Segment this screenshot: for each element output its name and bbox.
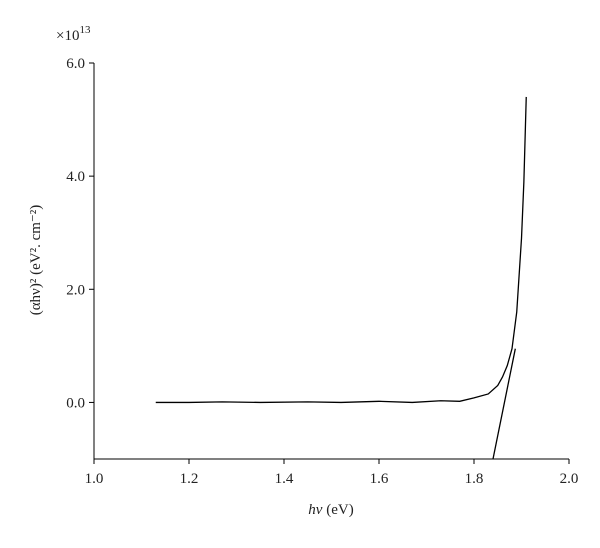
y-multiplier: ×1013 <box>56 24 91 44</box>
x-tick-label: 1.2 <box>180 471 199 487</box>
x-tick-label: 1.8 <box>465 471 484 487</box>
x-axis-label: hν (eV) <box>308 502 353 518</box>
y-tick-label: 0.0 <box>66 395 85 411</box>
data-line <box>155 96 527 404</box>
x-tick-label: 2.0 <box>560 471 579 487</box>
x-tick-label: 1.6 <box>370 471 389 487</box>
data-line <box>492 348 516 460</box>
x-tick-label: 1.0 <box>85 471 104 487</box>
y-axis-label: (αhν)² (eV². cm⁻²) <box>28 205 44 316</box>
y-tick-label: 4.0 <box>66 169 85 185</box>
x-tick-label: 1.4 <box>275 471 294 487</box>
y-tick-label: 2.0 <box>66 282 85 298</box>
y-tick-label: 6.0 <box>66 56 85 72</box>
